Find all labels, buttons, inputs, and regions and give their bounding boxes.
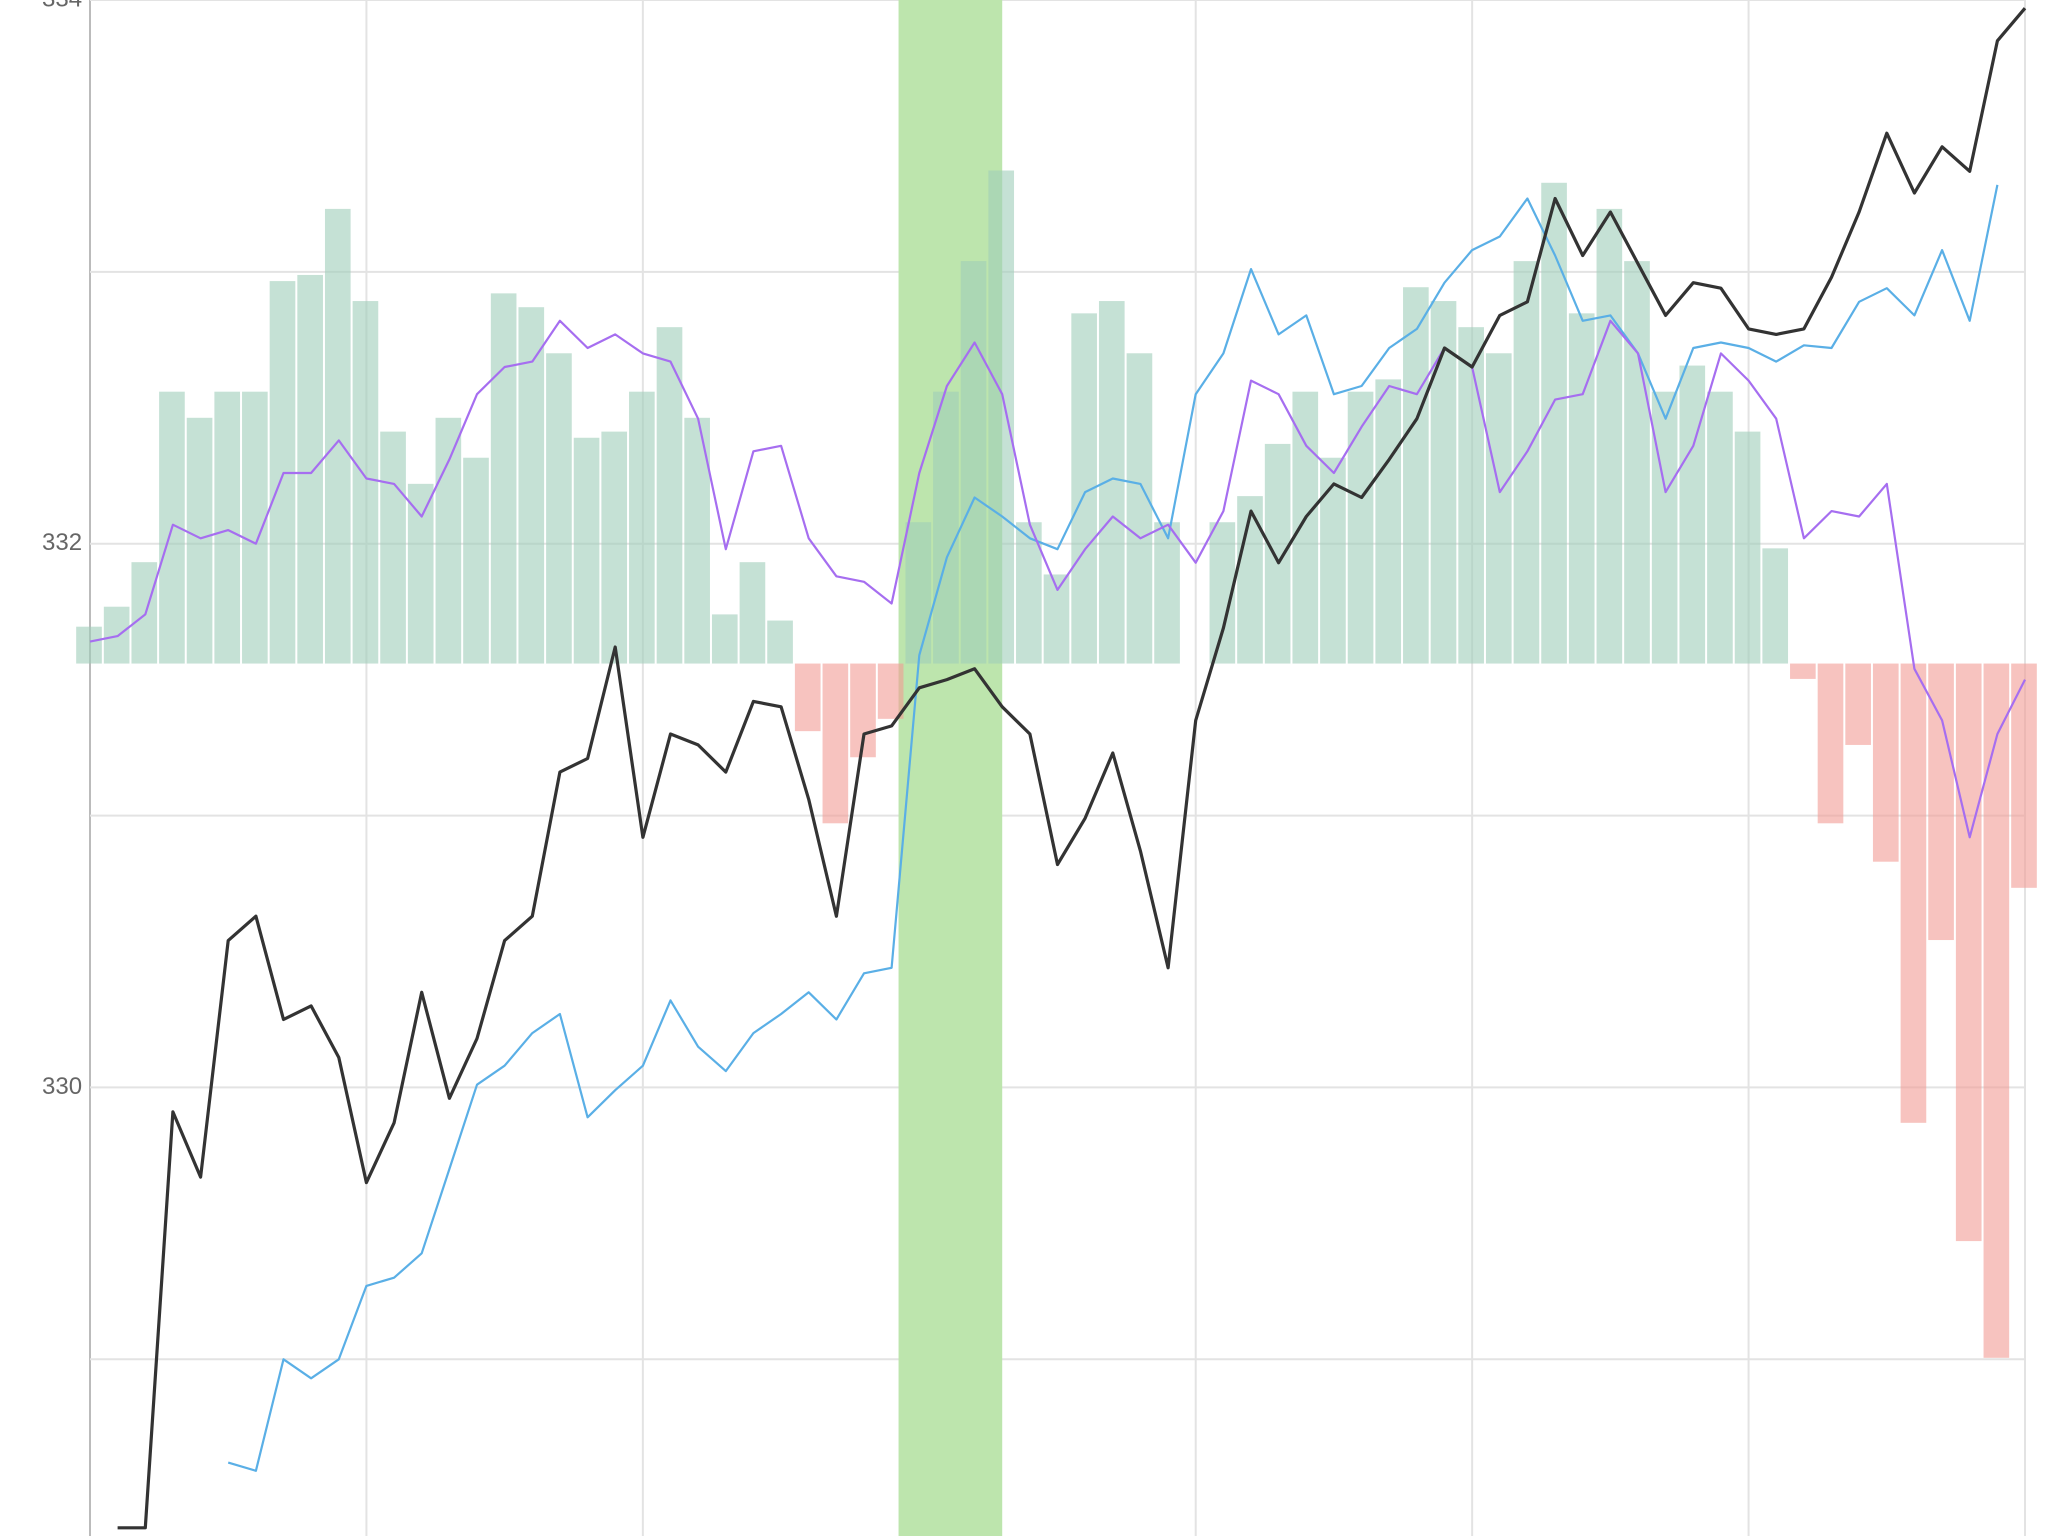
histogram-bar [1679,365,1706,664]
histogram-bar [1596,208,1623,664]
histogram-bar [407,483,434,664]
histogram-bar [1817,663,1844,824]
histogram-bar [1900,663,1927,1123]
histogram-bar [490,293,517,664]
histogram-bar [1541,182,1567,664]
histogram-bar [1955,663,1982,1242]
histogram-bar [76,626,102,664]
histogram-bar [1264,443,1291,664]
histogram-bar [186,417,213,664]
histogram-bar [1707,391,1733,664]
histogram-bar [1928,663,1954,941]
histogram-bar [380,431,406,664]
histogram-bar [1624,261,1650,664]
histogram-bar [601,431,628,664]
histogram-bar [1845,663,1871,745]
histogram-bar [1347,391,1374,664]
histogram-bar [1292,391,1319,664]
histogram-bar [629,391,655,664]
histogram-bar [1790,663,1816,679]
histogram-bar [1872,663,1899,862]
histogram-bar [131,562,158,664]
histogram-bar [297,274,323,664]
series-line [89,319,2026,839]
histogram-bar [1734,431,1761,664]
histogram-bar [794,663,821,732]
histogram-bar [1154,522,1180,664]
histogram-bar [2011,663,2037,888]
histogram-bar [1485,353,1512,664]
histogram-bar [1983,663,2010,1358]
histogram-bar [767,620,793,664]
histogram-bar [463,457,489,664]
histogram-bar [1458,327,1484,664]
histogram-bar [1126,353,1153,664]
histogram-bar [1568,313,1595,664]
histogram-bar [656,327,683,664]
histogram-bar [739,562,766,664]
histogram-bar [435,417,462,664]
histogram-bar [1430,301,1457,664]
histogram-bar [822,663,849,824]
histogram-bar [242,391,268,664]
histogram-bar [546,353,572,664]
histogram-bar [214,391,241,664]
series-line [227,184,1999,1472]
histogram-bar [960,261,987,664]
y-tick-label: 334 [42,0,82,12]
histogram-bar [933,391,959,664]
y-tick-label: 330 [42,1073,82,1100]
histogram-bar [1375,379,1402,664]
histogram-bar [518,307,545,664]
histogram-bar [324,208,351,664]
histogram-bar [1651,391,1678,664]
histogram-bar [352,301,379,664]
histogram-bar [711,614,738,664]
highlight-band [898,0,1003,1536]
histogram-bar [877,663,904,719]
histogram-bar [988,170,1015,664]
histogram-bar [1016,522,1042,664]
y-tick-label: 332 [42,529,82,556]
histogram-bar [1403,287,1429,664]
histogram-bar [103,606,130,664]
histogram-bar [1762,548,1789,664]
histogram-bar [905,522,932,664]
histogram-bar [573,437,600,664]
histogram-bar [1320,457,1346,664]
series-line [117,7,2027,1530]
histogram-bar [1513,261,1540,664]
